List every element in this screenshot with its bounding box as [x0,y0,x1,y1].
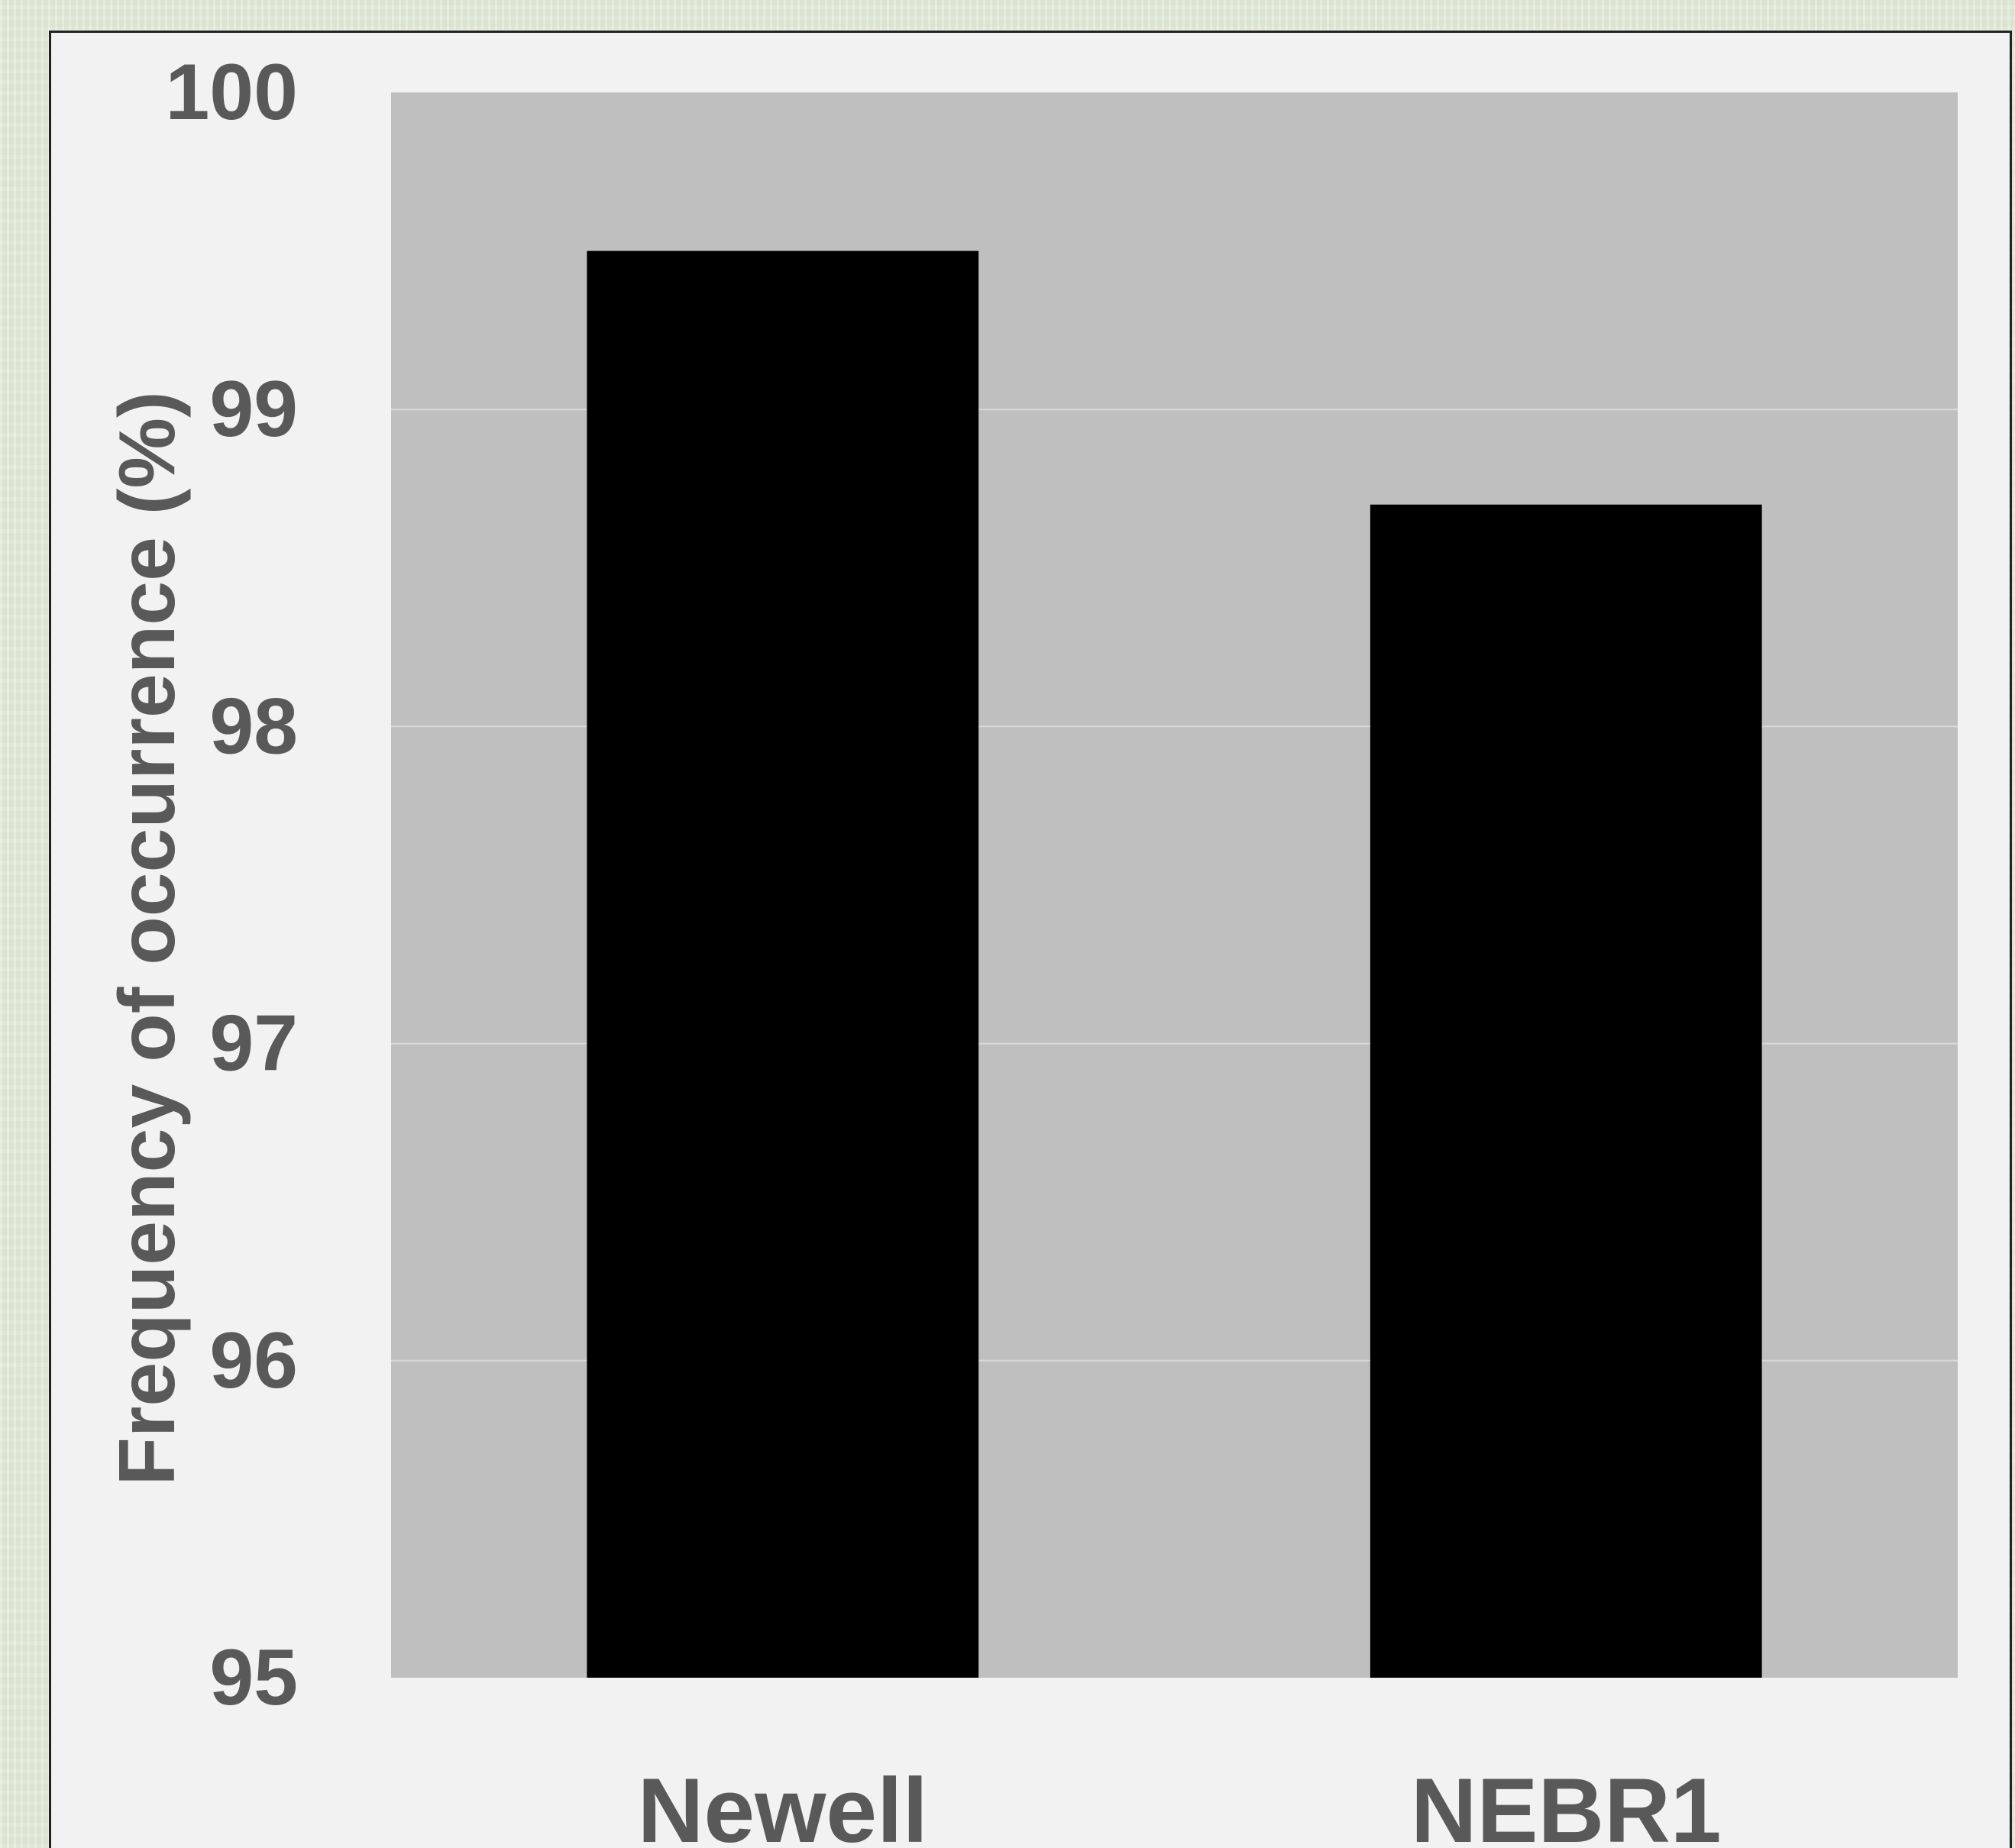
y-tick-label: 96 [209,1317,298,1405]
y-tick-label: 99 [209,365,298,454]
y-tick-label: 97 [209,1000,298,1088]
y-tick-label: 98 [209,682,298,771]
y-tick-label: 95 [209,1633,298,1722]
y-tick-labels: 95 96 97 98 99 100 [165,48,298,1722]
y-axis-title: Frequency of occurrence (%) [103,391,192,1485]
y-tick-label: 100 [165,48,298,137]
x-category-label: NEBR1 [1411,1759,1722,1848]
x-category-label: Newell [638,1759,928,1848]
bar-nebr1 [1370,504,1762,1678]
x-category-labels: Newell NEBR1 [638,1759,1722,1848]
bar-newell [587,250,979,1678]
bars [587,250,1762,1678]
